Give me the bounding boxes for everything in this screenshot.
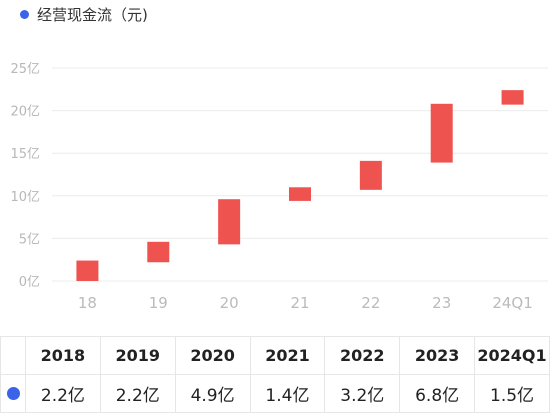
table-corner-cell [0,336,26,375]
table-value-cell: 4.9亿 [174,374,251,413]
table-value-cell: 2.2亿 [99,374,176,413]
x-tick-label: 24Q1 [492,294,532,312]
series-dot [6,387,20,400]
table-header-cell: 2021 [249,336,326,375]
table-value-cell: 6.8亿 [399,374,476,413]
table-header-cell: 2022 [324,336,401,375]
bar [76,260,99,281]
chart-legend: 经营现金流（元) [20,4,148,24]
y-tick-label: 15亿 [10,147,40,162]
y-tick-label: 10亿 [10,190,40,205]
table-header-cell: 2023 [399,336,476,375]
table-header-cell: 2018 [25,336,101,375]
table-value-cell: 2.2亿 [25,374,101,413]
x-tick-label: 21 [290,294,309,312]
bar [501,90,524,105]
table-header-cell: 2020 [174,336,251,375]
bar [359,160,382,190]
x-tick-label: 20 [220,294,239,312]
bar [218,199,241,245]
x-tick-label: 22 [361,294,380,312]
table-value-cell: 3.2亿 [324,374,401,413]
y-tick-label: 5亿 [19,232,40,247]
bar-chart: 0亿 5亿 10亿 15亿 20亿 25亿 18 19 20 21 22 23 24Q1 [10,62,548,312]
y-tick-label: 25亿 [10,62,40,77]
table-value-cell: 1.4亿 [249,374,326,413]
bar [430,103,453,163]
bar [147,241,170,263]
legend-dot [20,9,29,19]
legend-label: 经营现金流（元) [37,5,148,24]
x-tick-label: 19 [149,294,168,312]
series-marker-cell [0,374,26,413]
x-tick-label: 23 [432,294,451,312]
table-row: 2.2亿 2.2亿 4.9亿 1.4亿 3.2亿 6.8亿 1.5亿 [0,374,550,413]
table-header-row: 2018 2019 2020 2021 2022 2023 2024Q1 [0,336,550,375]
x-tick-label: 18 [78,294,97,312]
table-header-cell: 2024Q1 [474,336,550,375]
data-table: 2018 2019 2020 2021 2022 2023 2024Q1 2.2… [0,336,550,413]
y-tick-label: 20亿 [10,105,40,120]
table-value-cell: 1.5亿 [474,374,550,413]
table-header-cell: 2019 [99,336,176,375]
bar [289,187,311,201]
y-tick-label: 0亿 [19,275,40,290]
